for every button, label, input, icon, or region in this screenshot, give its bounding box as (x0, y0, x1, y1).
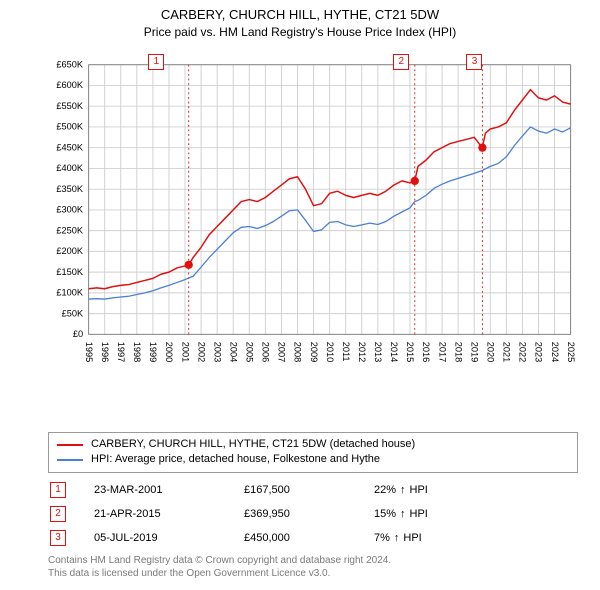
chart-area: £0 £50K £100K £150K £200K £250K £300K £350K £400… (48, 48, 578, 388)
svg-text:2011: 2011 (341, 342, 351, 362)
transaction-row: 1 23-MAR-2001 £167,500 22% ↑ HPI (48, 478, 578, 502)
svg-text:£350K: £350K (56, 184, 84, 194)
svg-text:2024: 2024 (550, 342, 560, 363)
arrow-up-icon: ↑ (400, 508, 406, 520)
chart-marker-badge: 3 (466, 54, 482, 70)
svg-text:2002: 2002 (196, 342, 206, 363)
chart-title: CARBERY, CHURCH HILL, HYTHE, CT21 5DW (0, 0, 600, 24)
svg-text:2004: 2004 (228, 342, 238, 363)
svg-text:2022: 2022 (518, 342, 528, 363)
transaction-price: £369,950 (244, 508, 374, 520)
svg-text:2007: 2007 (277, 342, 287, 363)
chart-marker-badge: 1 (148, 54, 164, 70)
svg-text:2025: 2025 (566, 342, 576, 363)
transaction-row: 2 21-APR-2015 £369,950 15% ↑ HPI (48, 502, 578, 526)
arrow-up-icon: ↑ (394, 532, 400, 544)
svg-text:2018: 2018 (453, 342, 463, 363)
svg-text:2001: 2001 (180, 342, 190, 363)
arrow-up-icon: ↑ (400, 484, 406, 496)
svg-text:2012: 2012 (357, 342, 367, 363)
chart-subtitle: Price paid vs. HM Land Registry's House … (0, 24, 600, 39)
svg-text:2006: 2006 (261, 342, 271, 363)
legend-row: CARBERY, CHURCH HILL, HYTHE, CT21 5DW (d… (57, 437, 569, 452)
transaction-date: 23-MAR-2001 (94, 484, 244, 496)
transaction-diff: 7% ↑ HPI (374, 532, 422, 544)
svg-text:2005: 2005 (245, 342, 255, 363)
footer-attribution: Contains HM Land Registry data © Crown c… (48, 554, 578, 580)
svg-text:2003: 2003 (212, 342, 222, 363)
svg-text:1996: 1996 (100, 342, 110, 363)
svg-text:£100K: £100K (56, 288, 84, 298)
chart-svg: £0 £50K £100K £150K £200K £250K £300K £350K £400… (48, 48, 578, 388)
svg-text:2020: 2020 (486, 342, 496, 363)
transaction-row: 3 05-JUL-2019 £450,000 7% ↑ HPI (48, 526, 578, 550)
svg-text:£550K: £550K (56, 101, 84, 111)
svg-text:2021: 2021 (502, 342, 512, 363)
svg-text:2023: 2023 (534, 342, 544, 363)
svg-text:£50K: £50K (62, 308, 84, 318)
transactions-list: 1 23-MAR-2001 £167,500 22% ↑ HPI 2 21-AP… (48, 478, 578, 550)
transaction-badge: 2 (50, 506, 66, 522)
figure: CARBERY, CHURCH HILL, HYTHE, CT21 5DW Pr… (0, 0, 600, 590)
legend-swatch-hpi (57, 459, 83, 461)
transaction-price: £450,000 (244, 532, 374, 544)
svg-text:2017: 2017 (437, 342, 447, 363)
transaction-price: £167,500 (244, 484, 374, 496)
svg-text:£450K: £450K (56, 142, 84, 152)
svg-text:2010: 2010 (325, 342, 335, 363)
legend-label-property: CARBERY, CHURCH HILL, HYTHE, CT21 5DW (d… (91, 437, 415, 452)
legend-row: HPI: Average price, detached house, Folk… (57, 452, 569, 467)
svg-text:£250K: £250K (56, 225, 84, 235)
svg-text:2000: 2000 (164, 342, 174, 363)
chart-marker-badge: 2 (393, 54, 409, 70)
svg-text:2019: 2019 (469, 342, 479, 363)
svg-text:2014: 2014 (389, 342, 399, 363)
svg-text:1997: 1997 (116, 342, 126, 363)
svg-text:£300K: £300K (56, 205, 84, 215)
svg-text:£200K: £200K (56, 246, 84, 256)
legend-swatch-property (57, 444, 83, 446)
svg-text:2013: 2013 (373, 342, 383, 363)
footer-line1: Contains HM Land Registry data © Crown c… (48, 554, 578, 567)
svg-text:£400K: £400K (56, 163, 84, 173)
legend: CARBERY, CHURCH HILL, HYTHE, CT21 5DW (d… (48, 432, 578, 473)
legend-label-hpi: HPI: Average price, detached house, Folk… (91, 452, 380, 467)
svg-text:£0: £0 (73, 329, 83, 339)
svg-text:2016: 2016 (421, 342, 431, 363)
svg-text:2009: 2009 (309, 342, 319, 363)
transaction-diff: 15% ↑ HPI (374, 508, 428, 520)
svg-text:£650K: £650K (56, 59, 84, 69)
svg-text:2015: 2015 (405, 342, 415, 363)
svg-text:1995: 1995 (84, 342, 94, 363)
svg-text:2008: 2008 (293, 342, 303, 363)
svg-text:1998: 1998 (132, 342, 142, 363)
svg-text:£150K: £150K (56, 267, 84, 277)
transaction-badge: 1 (50, 482, 66, 498)
svg-text:1999: 1999 (148, 342, 158, 363)
transaction-badge: 3 (50, 530, 66, 546)
footer-line2: This data is licensed under the Open Gov… (48, 567, 578, 580)
transaction-diff: 22% ↑ HPI (374, 484, 428, 496)
transaction-date: 21-APR-2015 (94, 508, 244, 520)
svg-text:£600K: £600K (56, 80, 84, 90)
svg-text:£500K: £500K (56, 122, 84, 132)
transaction-date: 05-JUL-2019 (94, 532, 244, 544)
